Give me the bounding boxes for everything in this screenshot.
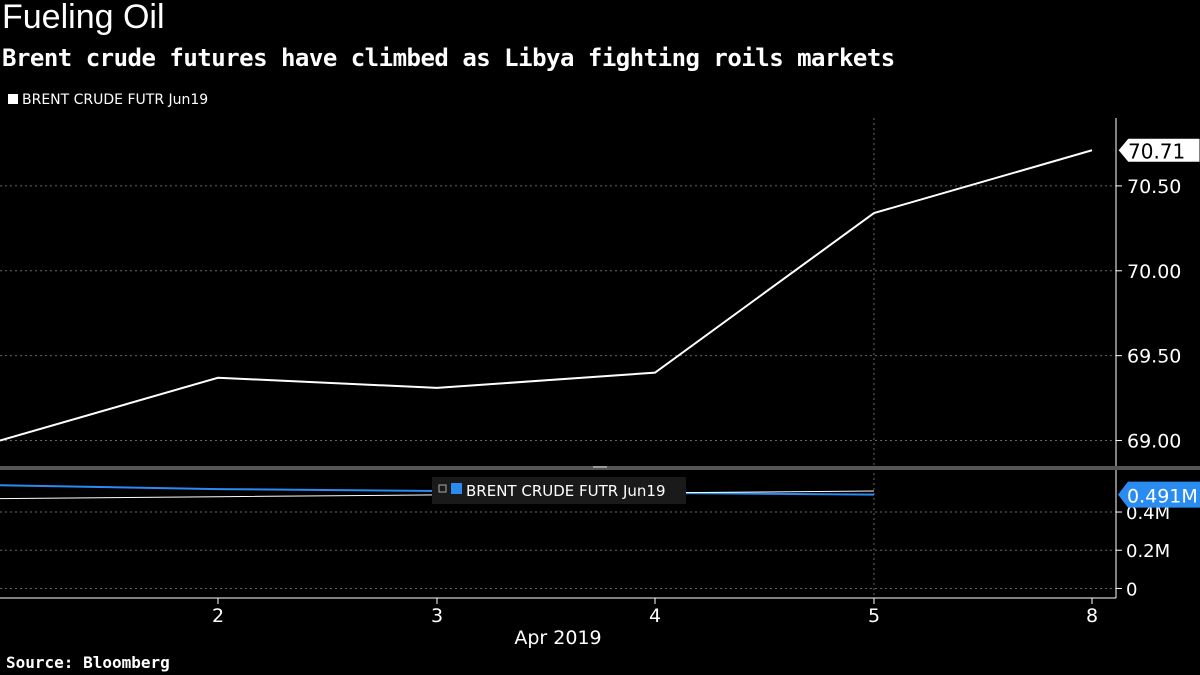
price-tick-label: 69.00 <box>1127 431 1181 453</box>
x-tick-label: 8 <box>1086 605 1098 627</box>
volume-legend-swatch <box>451 483 462 494</box>
price-tick-label: 69.50 <box>1127 346 1181 368</box>
x-tick-label: 4 <box>649 605 661 627</box>
price-last-value-label: 70.71 <box>1128 139 1185 163</box>
price-tick-label: 70.50 <box>1127 176 1181 198</box>
source-note: Source: Bloomberg <box>6 653 170 672</box>
panel-resize-handle <box>593 466 607 468</box>
price-legend-swatch <box>8 94 18 104</box>
price-series-line <box>0 149 1093 442</box>
price-last-value-flag <box>1117 137 1200 163</box>
x-tick-label: 3 <box>431 605 443 627</box>
volume-tick-label: 0.2M <box>1126 541 1170 562</box>
x-tick-label: 5 <box>868 605 880 627</box>
chart-subtitle: Brent crude futures have climbed as Liby… <box>2 44 895 72</box>
volume-tick-label: 0 <box>1126 579 1137 600</box>
price-legend-label: BRENT CRUDE FUTR Jun19 <box>22 92 209 108</box>
x-axis-label: Apr 2019 <box>514 627 601 649</box>
volume-legend-marker <box>438 484 447 493</box>
chart-title: Fueling Oil <box>2 0 165 36</box>
volume-last-value-label: 0.491M <box>1127 486 1198 508</box>
x-tick-label: 2 <box>212 605 224 627</box>
volume-legend-label: BRENT CRUDE FUTR Jun19 <box>466 482 666 500</box>
volume-last-value-flag <box>1118 481 1200 508</box>
price-tick-label: 70.00 <box>1127 261 1181 283</box>
volume-tick-label: 0.4M <box>1126 503 1170 524</box>
price-legend: BRENT CRUDE FUTR Jun19 <box>8 92 208 108</box>
volume-legend-box <box>432 477 686 504</box>
